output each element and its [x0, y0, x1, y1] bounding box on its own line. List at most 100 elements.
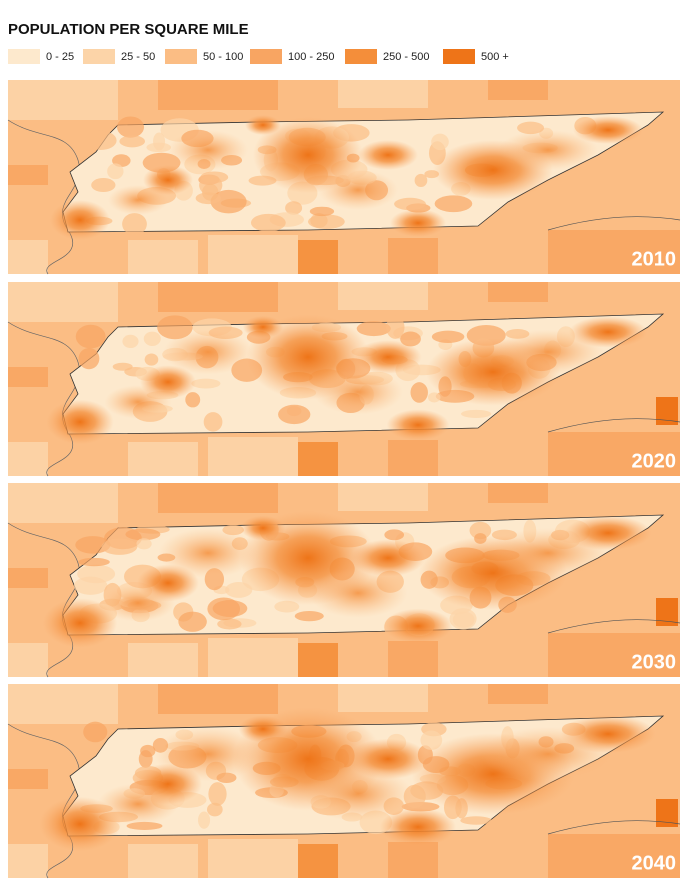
county: [656, 799, 678, 827]
urban-area: [573, 116, 643, 144]
legend-swatch: [165, 49, 197, 64]
state-outline: [547, 418, 681, 433]
county: [158, 483, 278, 513]
county: [208, 235, 298, 274]
county: [298, 844, 338, 878]
density-patch: [431, 330, 465, 344]
density-patch: [75, 324, 106, 349]
density-patch: [386, 315, 405, 339]
density-patch: [431, 133, 449, 151]
legend-label: 250 - 500: [383, 51, 429, 63]
county: [8, 684, 118, 724]
density-patch: [101, 538, 138, 555]
density-patch: [285, 201, 303, 215]
density-patch: [144, 353, 159, 366]
urban-area: [245, 115, 281, 135]
county: [128, 844, 198, 878]
urban-area: [143, 165, 193, 195]
density-patch: [122, 334, 139, 349]
state-outline: [547, 820, 681, 835]
suburban-area: [303, 766, 413, 822]
density-patch: [434, 195, 473, 213]
density-patch: [203, 412, 223, 432]
density-patch: [460, 816, 492, 825]
river: [7, 119, 80, 275]
county: [128, 442, 198, 476]
county: [656, 598, 678, 626]
suburban-area: [313, 369, 403, 415]
legend-label: 25 - 50: [121, 51, 155, 63]
density-patch: [138, 750, 153, 768]
urban-area: [42, 598, 118, 648]
county: [8, 165, 48, 185]
density-patch: [153, 132, 166, 151]
county: [488, 684, 548, 704]
density-patch: [75, 536, 111, 554]
density-patch: [178, 611, 207, 632]
county: [158, 80, 278, 110]
county: [8, 282, 118, 322]
suburban-area: [158, 528, 258, 578]
urban-area: [242, 315, 284, 339]
suburban-area: [318, 170, 398, 210]
county: [8, 844, 48, 878]
legend-label: 50 - 100: [203, 51, 243, 63]
urban-area: [238, 715, 288, 743]
density-patch: [278, 404, 311, 425]
density-patch: [125, 528, 161, 541]
county: [338, 684, 428, 712]
county: [208, 839, 298, 878]
county: [388, 238, 438, 274]
county: [548, 633, 680, 677]
county: [8, 367, 48, 387]
density-patch: [307, 214, 345, 230]
density-patch: [143, 331, 161, 346]
county: [8, 80, 118, 120]
density-patch: [428, 392, 441, 403]
county: [338, 483, 428, 511]
density-patch: [83, 721, 108, 743]
county: [8, 442, 48, 476]
county: [548, 230, 680, 274]
density-patch: [294, 610, 324, 622]
legend-label: 0 - 25: [46, 51, 74, 63]
suburban-area: [492, 329, 604, 375]
year-label: 2010: [632, 248, 677, 270]
density-patch: [107, 163, 124, 180]
county: [8, 643, 48, 677]
map-panel: 2010: [7, 80, 681, 275]
county: [488, 282, 548, 302]
county: [8, 769, 48, 789]
county: [298, 643, 338, 677]
density-patch: [200, 171, 229, 183]
county: [8, 483, 118, 523]
legend-swatch: [345, 49, 377, 64]
state-outline: [547, 619, 681, 634]
density-patch: [91, 178, 116, 193]
density-patch: [208, 782, 227, 806]
county: [338, 282, 428, 310]
map-panel: 2030: [7, 483, 681, 678]
urban-area: [386, 409, 450, 441]
legend-label: 100 - 250: [288, 51, 334, 63]
county: [128, 240, 198, 274]
urban-area: [390, 209, 446, 237]
urban-area: [240, 515, 286, 541]
legend-swatch: [443, 49, 475, 64]
urban-area: [379, 807, 457, 847]
suburban-area: [153, 726, 263, 782]
county: [298, 442, 338, 476]
density-patch: [136, 538, 152, 550]
suburban-area: [100, 584, 176, 622]
map-panel: 2040: [7, 684, 681, 879]
density-patch: [250, 213, 286, 232]
state-outline: [547, 216, 681, 231]
legend-label: 500 +: [481, 51, 509, 63]
density-patch: [191, 378, 221, 389]
suburban-area: [163, 329, 253, 375]
year-label: 2020: [632, 450, 677, 472]
density-patch: [309, 206, 335, 217]
title: POPULATION PER SQUARE MILE: [8, 21, 249, 38]
map-panel: 2020: [7, 282, 681, 477]
